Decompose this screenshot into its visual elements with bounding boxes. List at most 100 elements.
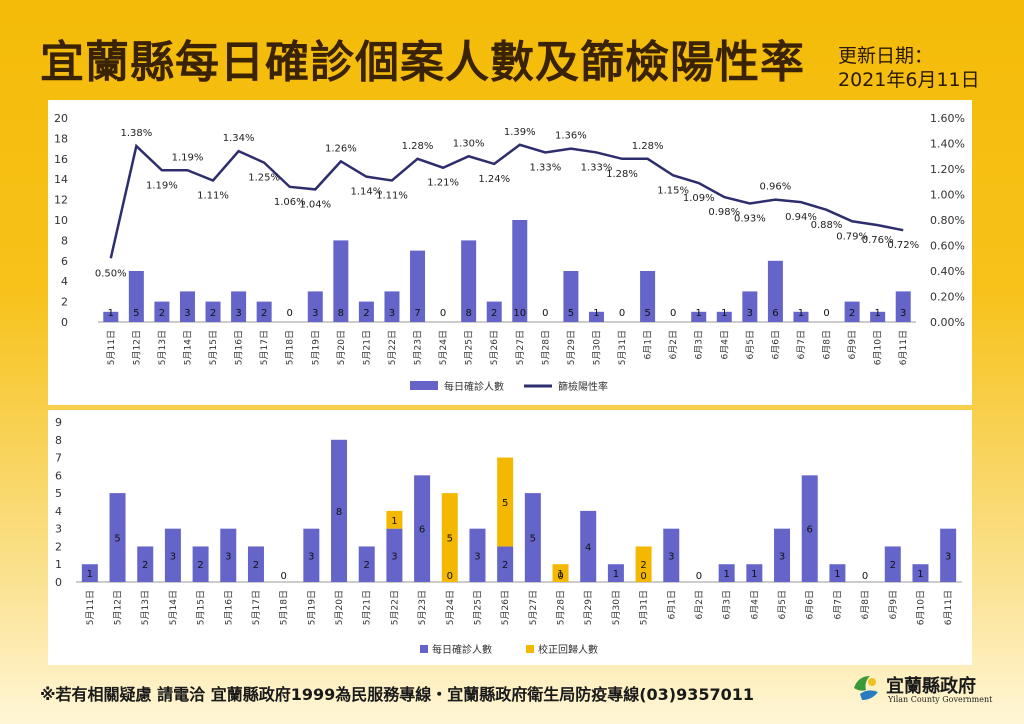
x-tick-label: 5月17日	[251, 590, 262, 625]
y-tick-label: 8	[55, 434, 62, 447]
x-tick-label: 5月23日	[413, 330, 424, 365]
y2-tick-label: 0.20%	[930, 291, 965, 304]
bar-cases	[801, 475, 818, 582]
bar-value-label: 2	[142, 560, 148, 571]
x-tick-label: 5月27日	[528, 590, 539, 625]
bar-value-label: 2	[364, 560, 370, 571]
bar-cases	[164, 528, 181, 582]
bar	[512, 220, 528, 322]
bar-value-label: 3	[747, 308, 753, 319]
bar-value-label: 8	[336, 507, 342, 518]
bar-value-label: 5	[568, 308, 574, 319]
x-tick-label: 6月6日	[805, 590, 816, 619]
bar-cases	[358, 546, 375, 582]
y-tick-label: 8	[61, 234, 68, 247]
corrected-value-label: 1	[557, 569, 563, 580]
x-tick-label: 6月10日	[873, 330, 884, 365]
line-data-label: 1.11%	[376, 190, 408, 201]
bar-cases	[912, 564, 929, 582]
bar	[154, 301, 170, 322]
line-data-label: 0.76%	[862, 235, 894, 246]
y-tick-label: 10	[54, 214, 68, 227]
y-tick-label: 2	[55, 540, 62, 553]
y2-tick-label: 1.40%	[930, 138, 965, 151]
bar	[128, 271, 144, 322]
bar-value-label: 8	[465, 308, 471, 319]
bar-cases	[414, 475, 431, 582]
x-tick-label: 5月17日	[259, 330, 270, 365]
x-tick-label: 5月15日	[208, 330, 219, 365]
bar-cases	[220, 528, 237, 582]
bar-value-label: 3	[779, 551, 785, 562]
y2-tick-label: 0.00%	[930, 316, 965, 329]
bar-value-label: 3	[170, 551, 176, 562]
bar-value-label: 2	[253, 560, 259, 571]
legend-label-cases: 每日確診人數	[444, 380, 504, 393]
x-tick-label: 5月30日	[611, 590, 622, 625]
bar-cases	[81, 564, 98, 582]
x-tick-label: 6月5日	[745, 330, 756, 359]
y-tick-label: 7	[55, 452, 62, 465]
line-data-label: 0.72%	[887, 240, 919, 251]
bar-cases	[580, 510, 597, 582]
bar-value-label: 3	[945, 551, 951, 562]
x-tick-label: 5月26日	[500, 590, 511, 625]
bar-cases	[137, 546, 154, 582]
bar-value-label: 0	[440, 308, 446, 319]
line-data-label: 1.15%	[657, 185, 689, 196]
chart-cases-corrected: 012345678915月11日55月12日25月13日35月14日25月15日…	[55, 416, 962, 656]
bar-value-label: 5	[114, 534, 120, 545]
bar-cases	[746, 564, 763, 582]
bar-corrected	[386, 510, 403, 529]
y2-tick-label: 0.40%	[930, 265, 965, 278]
bar-cases	[524, 493, 541, 582]
bar-cases	[718, 564, 735, 582]
x-tick-label: 5月12日	[131, 330, 142, 365]
bar	[716, 311, 732, 322]
x-tick-label: 6月3日	[694, 330, 705, 359]
bar-value-label: 3	[312, 308, 318, 319]
bar-value-label: 8	[338, 308, 344, 319]
x-tick-label: 5月20日	[336, 330, 347, 365]
line-data-label: 0.88%	[811, 220, 843, 231]
x-tick-label: 6月8日	[860, 590, 871, 619]
bar	[358, 301, 374, 322]
x-tick-label: 5月27日	[515, 330, 526, 365]
x-tick-label: 5月14日	[182, 330, 193, 365]
x-tick-label: 5月18日	[285, 330, 296, 365]
line-data-label: 0.96%	[760, 182, 792, 193]
x-tick-label: 5月11日	[106, 330, 117, 365]
line-data-label: 1.36%	[555, 131, 587, 142]
x-tick-label: 5月16日	[234, 330, 245, 365]
x-tick-label: 6月4日	[749, 590, 760, 619]
bar-cases	[607, 564, 624, 582]
bar-cases	[829, 564, 846, 582]
bar-value-label: 3	[225, 551, 231, 562]
x-tick-label: 6月2日	[694, 590, 705, 619]
update-label: 更新日期：	[838, 45, 934, 67]
bar-value-label: 3	[474, 551, 480, 562]
line-data-label: 1.21%	[427, 178, 459, 189]
legend-label-corrected: 校正回歸人數	[538, 643, 598, 656]
bar	[333, 240, 349, 322]
x-tick-label: 5月31日	[617, 330, 628, 365]
legend-label-positivity: 篩檢陽性率	[558, 380, 608, 393]
bar-value-label: 1	[87, 569, 93, 580]
legend-swatch-cases	[410, 381, 438, 390]
bar-cases	[774, 528, 791, 582]
bar	[256, 301, 272, 322]
bar-cases	[940, 528, 957, 582]
bar-value-label: 1	[874, 308, 880, 319]
x-tick-label: 6月7日	[832, 590, 843, 619]
x-tick-label: 5月28日	[540, 330, 551, 365]
bar	[410, 250, 426, 322]
yilan-emblem-icon	[854, 676, 878, 700]
bar-value-label: 0	[670, 308, 676, 319]
x-tick-label: 6月2日	[668, 330, 679, 359]
bar-value-label: 0	[447, 571, 453, 582]
y2-tick-label: 0.60%	[930, 240, 965, 253]
line-data-label: 1.38%	[120, 128, 152, 139]
bar-cases	[497, 546, 514, 582]
bar-corrected	[441, 493, 458, 582]
x-tick-label: 5月13日	[140, 590, 151, 625]
